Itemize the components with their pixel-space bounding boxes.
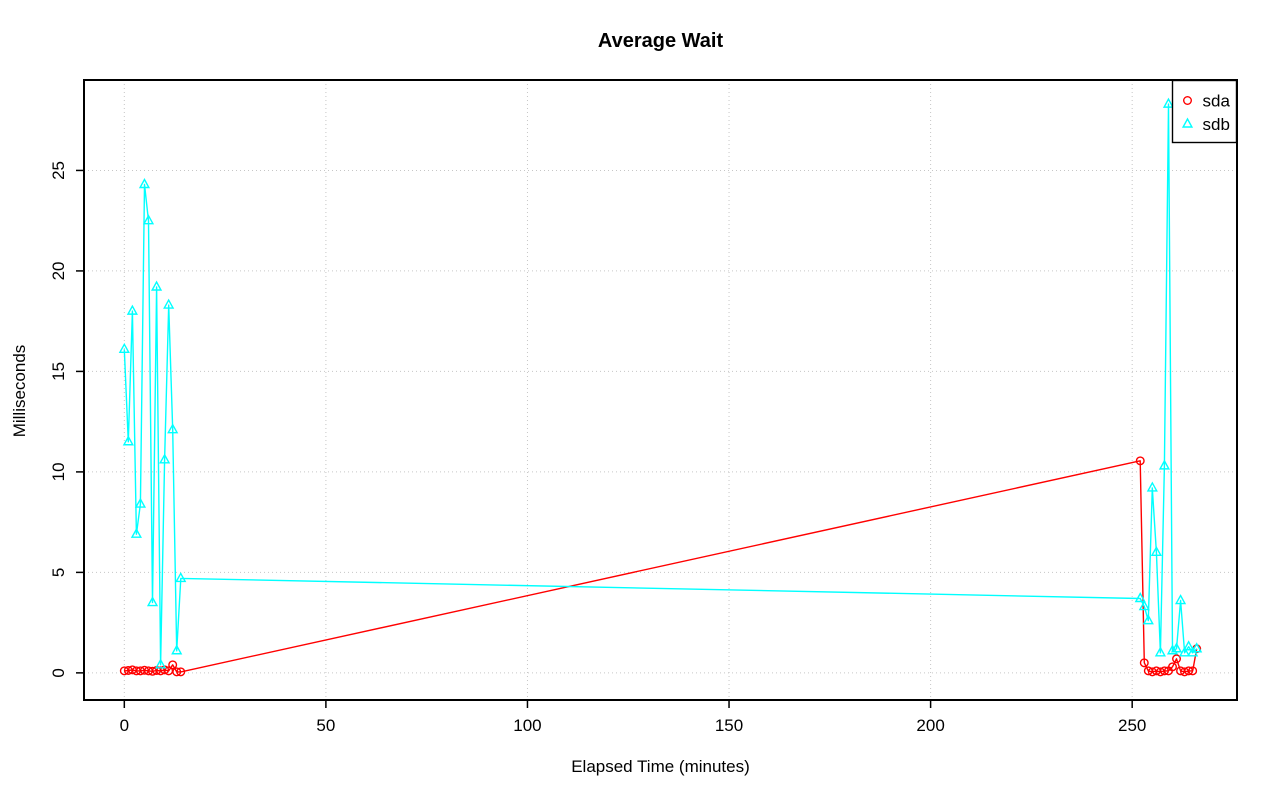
marker-sda	[176, 667, 186, 677]
marker-sdb	[155, 658, 167, 669]
legend: sda sdb	[1171, 79, 1238, 144]
plot-border	[83, 79, 1238, 701]
marker-sdb	[1179, 646, 1191, 657]
x-tick-label: 100	[513, 716, 541, 735]
legend-box	[1171, 79, 1238, 144]
marker-sda	[168, 660, 178, 670]
series-line-sdb	[123, 103, 1198, 666]
chart-title: Average Wait	[597, 30, 724, 52]
marker-sdb	[1154, 646, 1166, 657]
marker-sdb	[1146, 481, 1158, 492]
marker-sdb	[175, 571, 187, 583]
marker-sda	[1188, 666, 1198, 676]
marker-sda	[1167, 662, 1177, 672]
marker-sdb	[1183, 640, 1195, 651]
marker-sdb	[150, 280, 163, 291]
marker-sdb	[1191, 642, 1203, 653]
marker-sda	[1172, 654, 1182, 664]
x-tick-label: 250	[1118, 716, 1146, 735]
y-tick-label: 20	[49, 261, 68, 280]
x-tick-label: 50	[316, 716, 335, 735]
marker-sdb	[1142, 614, 1154, 625]
marker-sdb	[138, 178, 151, 189]
x-tick-label: 150	[715, 716, 743, 735]
marker-sdb	[159, 453, 171, 464]
marker-sdb	[163, 298, 175, 309]
marker-sdb	[167, 423, 179, 434]
marker-sda	[1159, 666, 1169, 676]
y-tick-label: 25	[49, 161, 68, 180]
marker-sdb	[1138, 600, 1150, 611]
marker-sdb	[126, 304, 138, 315]
marker-sdb	[1134, 592, 1146, 603]
legend-label-sdb: sdb	[1203, 115, 1230, 134]
marker-sdb	[146, 596, 159, 607]
legend-label-sda: sda	[1203, 91, 1231, 110]
y-axis-title: Milliseconds	[10, 344, 29, 438]
marker-sda	[1139, 658, 1149, 668]
marker-sda	[172, 667, 182, 677]
marker-sdb	[1170, 642, 1183, 653]
marker-sdb	[142, 214, 155, 225]
y-tick-label: 0	[49, 668, 68, 677]
marker-sda	[1135, 456, 1145, 466]
series-line-sda	[124, 460, 1198, 673]
y-tick-label: 10	[49, 462, 68, 481]
marker-sda	[1184, 666, 1194, 676]
marker-sdb	[1166, 644, 1179, 655]
y-tick-label: 15	[49, 362, 68, 381]
marker-sdb	[1174, 594, 1187, 605]
legend-marker-sda	[1182, 95, 1192, 105]
x-axis-title: Elapsed Time (minutes)	[571, 757, 750, 776]
legend-marker-sdb	[1181, 117, 1194, 128]
x-tick-label: 0	[120, 716, 129, 735]
x-tick-label: 200	[916, 716, 944, 735]
marker-sdb	[118, 342, 130, 354]
marker-sdb	[130, 527, 142, 538]
y-tick-label: 5	[49, 568, 68, 577]
marker-sdb	[122, 435, 134, 446]
marker-sdb	[1158, 459, 1171, 470]
marker-sdb	[1162, 97, 1175, 108]
marker-sdb	[134, 497, 147, 508]
marker-sdb	[171, 644, 183, 655]
marker-sdb	[1150, 545, 1162, 556]
